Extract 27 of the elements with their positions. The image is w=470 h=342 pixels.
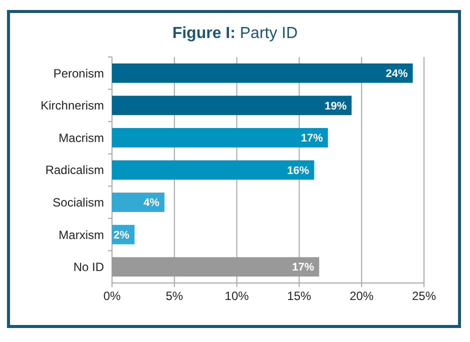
x-tick-label: 15% [287, 289, 312, 303]
y-tick-label: Marxism [58, 228, 104, 242]
bar [112, 192, 164, 212]
x-tick-label: 5% [166, 289, 184, 303]
x-tick-label: 10% [224, 289, 250, 303]
x-tick-label: 20% [350, 289, 374, 303]
y-tick-label: Peronism [53, 66, 104, 80]
bar [112, 63, 413, 83]
data-label: 2% [114, 229, 130, 242]
chart-title: Figure I: Party ID [172, 25, 298, 42]
x-tick-label: 0% [103, 289, 121, 303]
bar [112, 257, 320, 277]
data-label: 4% [144, 197, 160, 210]
y-tick-label: Socialism [52, 195, 104, 210]
data-label: 17% [300, 132, 324, 145]
data-label: 24% [386, 68, 408, 80]
data-label: 16% [287, 164, 310, 177]
data-label: 19% [324, 100, 347, 112]
bar [112, 128, 328, 148]
bar [112, 160, 314, 180]
y-tick-label: Kirchnerism [40, 98, 104, 113]
y-tick-label: No ID [73, 260, 104, 274]
y-tick-label: Macrism [58, 130, 104, 145]
data-label: 17% [292, 262, 314, 274]
y-tick-label: Radicalism [45, 163, 104, 178]
bar [112, 96, 352, 116]
x-tick-label: 25% [412, 289, 436, 303]
